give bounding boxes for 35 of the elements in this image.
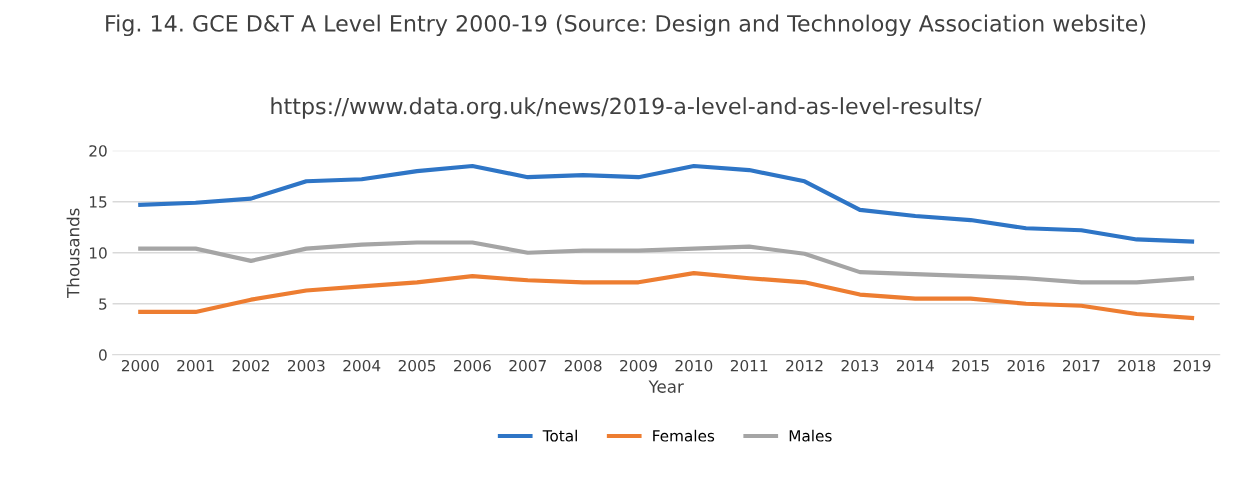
x-tick-label: 2008	[564, 359, 602, 372]
line-series	[138, 240, 1195, 285]
x-tick-label: 2017	[1063, 359, 1100, 372]
y-tick-label: 20	[89, 145, 107, 157]
x-tick-label: 2015	[952, 359, 989, 372]
x-tick-label: 2009	[620, 359, 657, 372]
y-tick-label: 10	[89, 247, 107, 259]
y-tick-label: 15	[89, 196, 107, 208]
x-tick-label: 2000	[121, 359, 159, 372]
x-tick-label: 2005	[398, 359, 436, 372]
x-tick-label: 2012	[786, 359, 823, 372]
legend-label: Total	[542, 429, 577, 442]
x-axis-title: Year	[648, 380, 684, 393]
chart-subtitle: https://www.data.org.uk/news/2019-a-level-and-as-level-results/	[271, 97, 982, 119]
legend-label: Females	[653, 429, 715, 442]
x-tick-label: 2011	[730, 359, 768, 372]
x-tick-label: 2019	[1173, 359, 1211, 372]
x-tick-label: 2013	[841, 359, 879, 372]
legend-label: Males	[789, 429, 832, 442]
y-tick-label: 5	[99, 298, 107, 310]
x-tick-label: 2016	[1007, 359, 1045, 372]
line-series	[138, 163, 1195, 244]
x-tick-label: 2001	[177, 359, 214, 372]
x-tick-label: 2007	[509, 359, 546, 372]
x-tick-label: 2002	[232, 359, 269, 372]
line-series	[138, 271, 1195, 321]
x-tick-label: 2003	[288, 359, 325, 372]
y-tick-label: 0	[99, 349, 107, 361]
y-axis-title: Thousands	[66, 208, 80, 298]
x-tick-label: 2010	[675, 359, 713, 372]
x-tick-label: 2006	[454, 359, 491, 372]
x-tick-label: 2018	[1118, 359, 1156, 372]
x-tick-label: 2014	[896, 359, 934, 372]
x-tick-label: 2004	[343, 359, 381, 372]
chart-title: Fig. 14. GCE D&T A Level Entry 2000-19 (Source: Design and Technology Association website)	[106, 14, 1146, 37]
